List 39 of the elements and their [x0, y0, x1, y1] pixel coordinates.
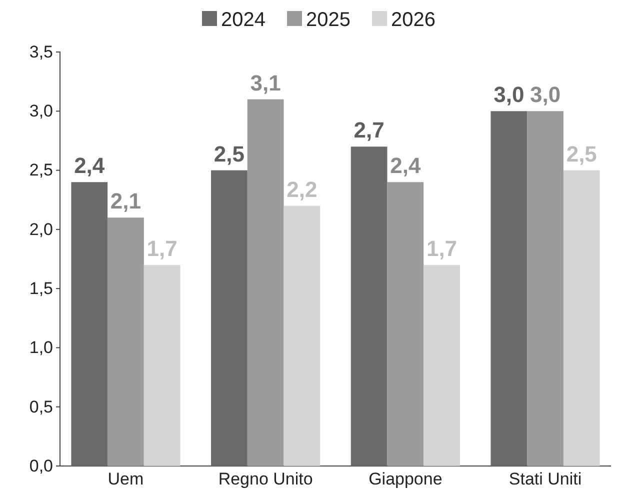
data-label: 2,7 — [354, 118, 384, 143]
data-label: 1,7 — [426, 236, 458, 261]
bar — [527, 111, 564, 466]
data-label: 2,4 — [390, 153, 422, 178]
bar — [247, 99, 284, 466]
bar — [350, 146, 388, 466]
data-label: 1,7 — [146, 236, 178, 261]
data-label: 3,0 — [530, 82, 561, 108]
y-tick-label: 1,5 — [29, 279, 53, 298]
bar — [424, 264, 460, 466]
data-label: 2,2 — [286, 176, 318, 202]
y-tick-label: 0,0 — [29, 456, 53, 476]
bar — [284, 206, 320, 466]
bar — [144, 264, 180, 466]
bar — [387, 182, 424, 466]
data-label: 2,5 — [566, 141, 597, 166]
data-label: 3,1 — [250, 70, 281, 96]
bar — [563, 170, 600, 466]
y-tick-label: 2,0 — [29, 220, 53, 239]
x-tick-label: Stati Uniti — [508, 469, 582, 488]
legend-label: 2025 — [306, 9, 350, 31]
y-tick-label: 1,0 — [29, 338, 53, 358]
y-tick-label: 3,0 — [29, 102, 53, 121]
bar — [211, 170, 248, 466]
data-label: 2,4 — [74, 153, 106, 178]
data-label: 2,5 — [214, 141, 245, 166]
bar — [71, 182, 108, 466]
legend-label: 2026 — [391, 9, 436, 31]
x-tick-label: Regno Unito — [218, 469, 313, 488]
data-label: 3,0 — [494, 82, 524, 108]
x-tick-label: Giappone — [368, 469, 442, 488]
y-tick-label: 2,5 — [29, 160, 53, 180]
bar — [490, 111, 528, 466]
y-tick-label: 3,5 — [29, 42, 53, 62]
legend-label: 2024 — [221, 9, 266, 31]
y-tick-label: 0,5 — [29, 397, 53, 416]
bar — [108, 218, 144, 466]
data-label: 2,1 — [110, 188, 142, 214]
x-tick-label: Uem — [108, 469, 144, 488]
